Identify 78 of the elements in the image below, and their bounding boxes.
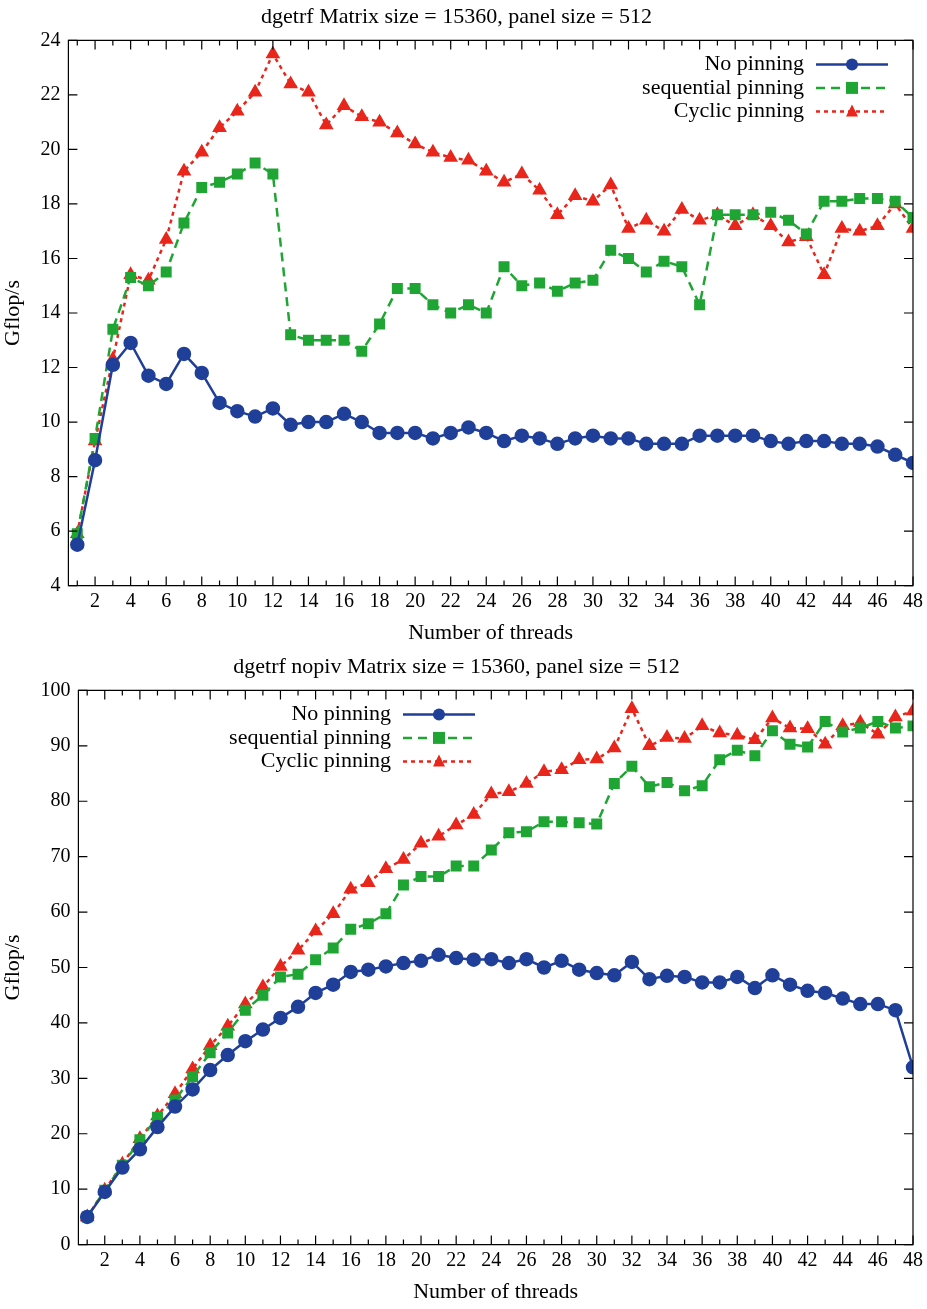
y-tick-label: 16 [40,245,61,268]
y-tick-label: 6 [50,518,61,541]
x-tick-label: 20 [405,588,426,611]
y-tick-label: 70 [50,843,71,866]
x-tick-label: 14 [305,1247,326,1270]
x-tick-label: 40 [762,1247,783,1270]
x-axis-title: Number of threads [408,618,574,644]
x-tick-label: 40 [760,588,781,611]
x-tick-label: 4 [134,1247,145,1270]
x-tick-label: 8 [205,1247,216,1270]
x-tick-label: 36 [689,588,710,611]
x-tick-label: 28 [551,1247,572,1270]
y-tick-label: 14 [40,300,61,323]
x-tick-label: 32 [621,1247,642,1270]
x-tick-label: 30 [586,1247,607,1270]
x-tick-label: 48 [903,1247,923,1270]
x-tick-label: 10 [235,1247,256,1270]
y-tick-label: 100 [40,677,71,700]
x-tick-label: 42 [796,588,817,611]
x-tick-label: 46 [867,1247,888,1270]
y-tick-label: 10 [50,1176,71,1199]
x-tick-label: 44 [831,588,852,611]
y-tick-label: 24 [40,27,61,50]
x-tick-label: 22 [446,1247,467,1270]
x-tick-label: 42 [797,1247,818,1270]
x-tick-label: 26 [511,588,532,611]
x-tick-label: 24 [476,588,497,611]
x-tick-label: 2 [99,1247,110,1270]
y-tick-label: 50 [50,954,71,977]
y-tick-label: 40 [50,1010,71,1033]
y-tick-label: 10 [40,409,61,432]
x-tick-label: 24 [481,1247,502,1270]
x-tick-label: 16 [334,588,355,611]
x-tick-label: 32 [618,588,639,611]
x-tick-label: 14 [298,588,319,611]
y-axis-title: Gflop/s [0,934,24,1001]
x-tick-label: 48 [903,588,923,611]
y-tick-label: 60 [50,899,71,922]
x-tick-label: 38 [727,1247,748,1270]
x-tick-label: 22 [440,588,461,611]
x-tick-label: 6 [161,588,172,611]
x-tick-label: 36 [692,1247,713,1270]
chart-title: dgetrf nopiv Matrix size = 15360, panel size = 512 [233,652,680,678]
y-tick-label: 20 [50,1121,71,1144]
chart-title: dgetrf Matrix size = 15360, panel size = 512 [261,2,652,28]
y-tick-label: 0 [60,1231,71,1254]
x-tick-label: 8 [196,588,207,611]
x-axis-title: Number of threads [413,1277,579,1303]
x-tick-label: 12 [262,588,283,611]
legend-label: No pinning [291,700,391,726]
x-tick-label: 20 [411,1247,432,1270]
x-tick-label: 18 [369,588,390,611]
y-tick-label: 18 [40,191,61,214]
x-tick-label: 2 [90,588,101,611]
y-tick-label: 22 [40,82,61,105]
x-tick-label: 30 [582,588,603,611]
x-tick-label: 44 [832,1247,853,1270]
y-tick-label: 90 [50,733,71,756]
y-tick-label: 4 [50,572,61,595]
x-tick-label: 6 [170,1247,181,1270]
x-tick-label: 28 [547,588,568,611]
y-tick-label: 80 [50,788,71,811]
x-tick-label: 34 [654,588,675,611]
y-tick-label: 8 [50,463,61,486]
y-axis-title: Gflop/s [0,280,24,346]
x-tick-label: 16 [340,1247,361,1270]
x-tick-label: 38 [725,588,746,611]
x-tick-label: 10 [227,588,248,611]
legend-label: No pinning [704,50,804,76]
x-tick-label: 12 [270,1247,291,1270]
x-tick-label: 26 [516,1247,537,1270]
x-tick-label: 34 [657,1247,678,1270]
x-tick-label: 4 [125,588,136,611]
y-tick-label: 30 [50,1065,71,1088]
y-tick-label: 20 [40,136,61,159]
y-tick-label: 12 [40,354,61,377]
x-tick-label: 18 [375,1247,396,1270]
x-tick-label: 46 [867,588,888,611]
